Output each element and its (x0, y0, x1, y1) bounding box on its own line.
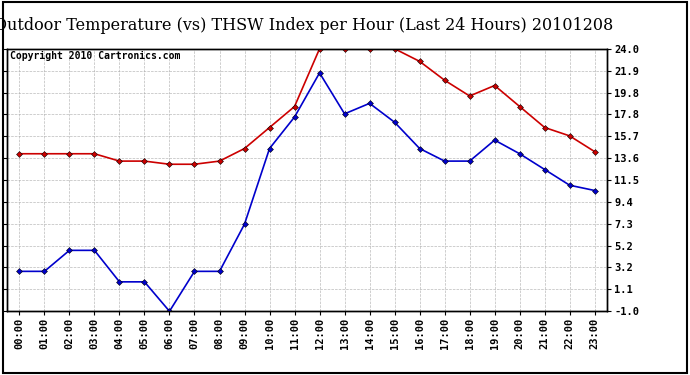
Text: Copyright 2010 Cartronics.com: Copyright 2010 Cartronics.com (10, 51, 180, 62)
Text: Outdoor Temperature (vs) THSW Index per Hour (Last 24 Hours) 20101208: Outdoor Temperature (vs) THSW Index per … (0, 17, 613, 34)
